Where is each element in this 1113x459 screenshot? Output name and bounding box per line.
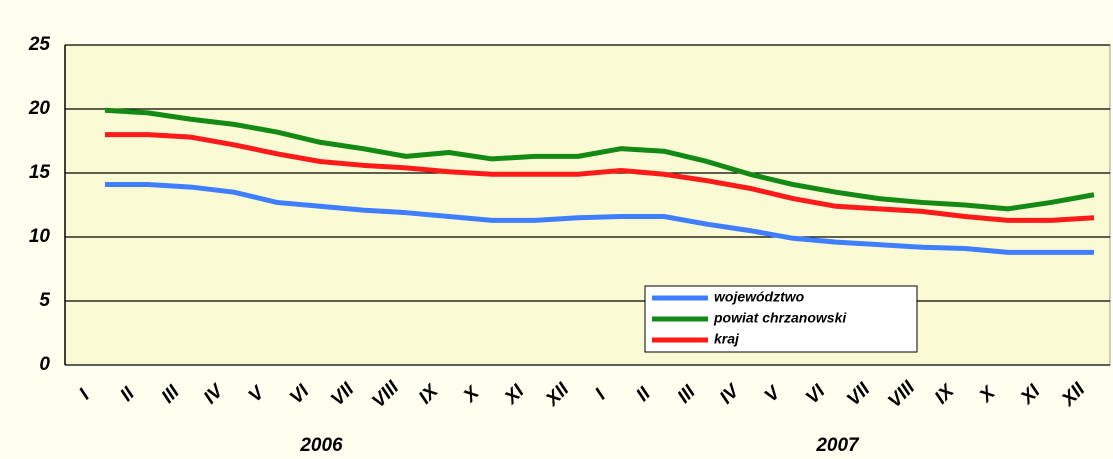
legend-label: kraj	[714, 331, 740, 347]
series-line	[104, 107, 1095, 212]
legend-label: województwo	[714, 289, 805, 305]
legend-label: powiat chrzanowski	[713, 310, 847, 326]
year-label: 2007	[815, 435, 860, 456]
y-tick-label: 5	[39, 290, 50, 311]
series-line	[105, 132, 1095, 223]
legend: województwo powiat chrzanowski kraj	[644, 285, 918, 353]
series-line	[105, 182, 1094, 255]
y-tick-label: 15	[29, 162, 51, 183]
y-tick-label: 10	[29, 226, 51, 247]
year-label: 2006	[299, 435, 343, 456]
y-tick-label: 20	[28, 98, 51, 119]
y-tick-label: 0	[39, 354, 50, 375]
y-tick-label: 25	[28, 34, 51, 55]
